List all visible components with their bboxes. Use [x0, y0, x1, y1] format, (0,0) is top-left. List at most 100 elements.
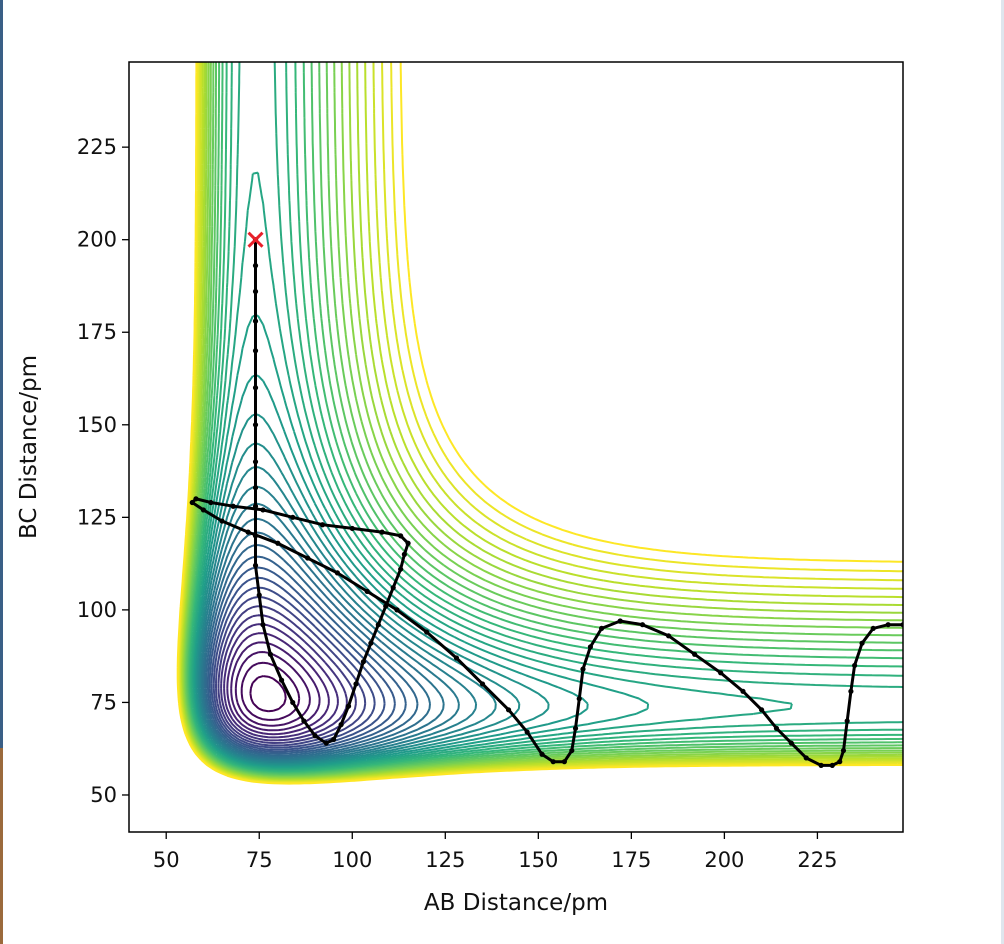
trajectory-point-8	[252, 485, 259, 491]
trajectory-point-46	[305, 555, 311, 561]
trajectory-point-24	[360, 659, 367, 665]
trajectory-point-68	[718, 670, 724, 676]
trajectory-point-60	[576, 696, 582, 702]
trajectory-point-42	[200, 507, 207, 513]
contour-level-31	[183, 62, 903, 778]
trajectory-point-28	[390, 585, 396, 591]
trajectory-point-76	[837, 759, 843, 765]
contour-level-0	[249, 675, 287, 713]
trajectory-point-26	[375, 622, 381, 628]
contour-level-14	[203, 531, 431, 758]
trajectory-point-19	[323, 740, 329, 746]
trajectory-point-12	[256, 592, 262, 598]
contour-level-28	[186, 62, 903, 776]
x-tick-label-4: 150	[518, 848, 558, 872]
contour-level-4	[226, 632, 330, 736]
trajectory-point-14	[267, 651, 274, 657]
trajectory-point-48	[364, 588, 370, 594]
start-marker-stroke-b	[247, 231, 264, 248]
trajectory-point-20	[331, 736, 337, 743]
x-axis-label: AB Distance/pm	[424, 890, 608, 916]
trajectory-point-38	[230, 503, 236, 509]
trajectory-point-11	[252, 562, 259, 569]
trajectory-point-4	[252, 348, 259, 354]
trajectory-point-50	[424, 629, 430, 635]
trajectory-series	[189, 237, 903, 768]
x-tick-label-0: 50	[153, 848, 180, 872]
trajectory-point-40	[193, 496, 199, 502]
contour-lines	[176, 62, 903, 785]
trajectory-point-53	[505, 707, 512, 713]
trajectory-point-59	[572, 725, 579, 731]
trajectory-point-61	[580, 666, 586, 672]
contour-level-18	[197, 466, 497, 764]
contour-level-20	[194, 413, 550, 767]
contour-level-3	[230, 641, 321, 732]
y-tick-label-5: 175	[77, 320, 117, 344]
trajectory-point-77	[840, 747, 847, 754]
contour-level-10	[210, 576, 386, 751]
trajectory-point-23	[353, 681, 359, 687]
trajectory-point-71	[773, 725, 780, 731]
trajectory-point-43	[219, 518, 225, 524]
contour-level-1	[240, 661, 301, 721]
trajectory-point-10	[252, 533, 259, 539]
trajectory-point-78	[844, 718, 850, 724]
y-tick-label-0: 50	[90, 783, 117, 807]
trajectory-point-67	[692, 651, 698, 657]
y-tick-label-2: 100	[77, 598, 117, 622]
trajectory-point-58	[569, 747, 575, 754]
x-tick-label-5: 175	[611, 848, 651, 872]
y-axis-label: BC Distance/pm	[16, 355, 42, 539]
trajectory-point-34	[349, 525, 355, 532]
trajectory-point-2	[252, 288, 259, 295]
trajectory-point-65	[639, 622, 646, 628]
contour-level-21	[193, 374, 589, 768]
contour-level-5	[223, 623, 339, 739]
contour-level-9	[212, 586, 376, 749]
y-tick-label-6: 200	[77, 228, 117, 252]
trajectory-point-15	[278, 677, 285, 683]
y-axis-ticks: 50 75 100 125 150 175 200 225	[77, 135, 129, 807]
x-tick-label-7: 225	[797, 848, 837, 872]
trajectory-point-70	[758, 707, 765, 713]
trajectory-point-74	[818, 762, 824, 768]
trajectory-point-16	[290, 699, 296, 706]
trajectory-point-47	[334, 570, 340, 576]
trajectory-point-54	[524, 729, 530, 735]
contour-level-19	[196, 442, 521, 766]
trajectory-point-45	[275, 540, 281, 546]
y-tick-label-3: 125	[77, 505, 117, 529]
trajectory-point-33	[379, 529, 385, 535]
trajectory-point-3	[252, 318, 259, 324]
trajectory-point-31	[405, 540, 411, 546]
x-axis-ticks: 50 75 100 125 150 175 200 225	[153, 832, 837, 872]
contour-level-8	[215, 596, 367, 747]
trajectory-point-30	[401, 551, 407, 557]
trajectory-point-57	[561, 759, 567, 765]
start-marker	[247, 231, 264, 248]
trajectory-point-13	[260, 622, 266, 628]
x-tick-label-2: 100	[332, 848, 372, 872]
trajectory-point-75	[829, 762, 835, 768]
window-edge-left	[0, 0, 3, 944]
trajectory-point-39	[208, 499, 214, 506]
trajectory-point-35	[319, 522, 326, 528]
trajectory-point-27	[383, 603, 389, 609]
trajectory-point-37	[260, 507, 266, 513]
contour-level-16	[200, 502, 460, 761]
contour-level-2	[234, 651, 311, 727]
y-tick-label-7: 225	[77, 135, 117, 159]
contour-level-39	[176, 62, 903, 785]
trajectory-point-64	[617, 618, 623, 624]
trajectory-point-51	[453, 655, 460, 661]
contour-level-12	[206, 555, 407, 755]
trajectory-point-72	[788, 740, 794, 746]
trajectory-point-52	[479, 681, 486, 687]
trajectory-point-1	[252, 263, 259, 269]
contour-level-6	[220, 614, 348, 742]
trajectory-point-82	[870, 625, 876, 631]
trajectory-point-56	[550, 759, 556, 765]
trajectory-point-80	[852, 662, 858, 669]
trajectory-point-49	[394, 607, 400, 613]
